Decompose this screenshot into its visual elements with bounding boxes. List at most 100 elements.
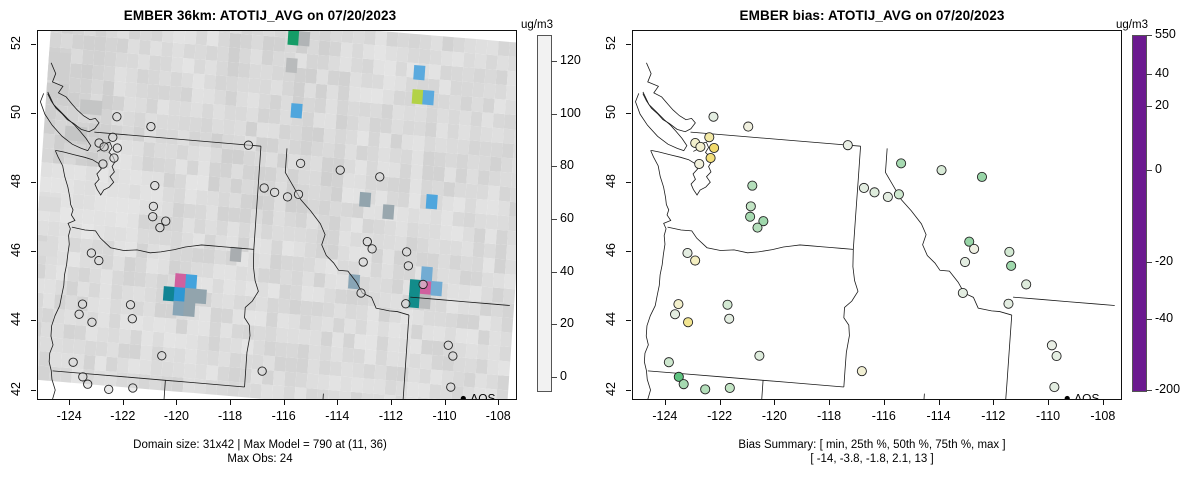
colorbar-gradient [1132, 35, 1147, 392]
grid-cell [473, 227, 486, 244]
grid-cell [472, 242, 485, 258]
grid-cell [385, 46, 398, 62]
grid-cell [365, 175, 378, 191]
aqs-station-marker [295, 158, 306, 169]
grid-cell [227, 61, 240, 78]
grid-cell [432, 166, 446, 182]
bias-station-marker [678, 379, 689, 390]
grid-cell [127, 198, 140, 215]
bias-station-marker [957, 287, 968, 298]
grid-cell [434, 137, 448, 153]
grid-cell [451, 66, 464, 82]
grid-cell [123, 96, 136, 113]
grid-cell [475, 39, 488, 55]
grid-cell [205, 205, 219, 221]
grid-cell [307, 199, 320, 215]
grid-cell [93, 370, 106, 386]
grid-cell [486, 199, 499, 216]
grid-cell [350, 57, 363, 74]
bias-station-marker [976, 171, 987, 182]
grid-cell [452, 51, 465, 68]
grid-cell [337, 245, 350, 261]
grid-cell-highlight [58, 52, 72, 68]
grid-cell [192, 233, 205, 249]
grid-cell [140, 345, 153, 361]
grid-cell [313, 272, 326, 288]
grid-cell [170, 231, 183, 247]
bias-map-plot: AQS [632, 30, 1122, 400]
x-axis-tick-label: -114 [926, 409, 951, 423]
grid-cell [275, 167, 288, 183]
bias-station-marker [724, 313, 735, 324]
y-axis-tick-label: 48 [604, 174, 618, 189]
grid-cell [259, 79, 272, 95]
grid-cell [496, 389, 509, 399]
grid-cell [318, 40, 331, 56]
grid-cell [88, 282, 101, 298]
grid-cell [322, 142, 335, 158]
grid-cell [185, 334, 198, 350]
grid-cell [469, 125, 482, 142]
grid-cell [209, 321, 222, 338]
grid-cell [38, 365, 50, 381]
grid-cell [453, 356, 466, 373]
grid-cell [292, 256, 305, 272]
grid-cell [87, 297, 100, 313]
grid-cell [481, 112, 494, 128]
grid-cell [396, 47, 409, 63]
grid-cell [229, 32, 242, 49]
map-boundary [885, 148, 1012, 316]
y-axis-tick [31, 389, 36, 391]
grid-cell [340, 42, 353, 58]
grid-cell [265, 152, 278, 168]
grid-cell [276, 153, 289, 169]
grid-cell [317, 374, 330, 390]
grid-cell [171, 216, 184, 233]
x-axis-tick [993, 400, 995, 405]
grid-cell [217, 366, 230, 382]
bias-station-marker [969, 243, 980, 254]
grid-cell [94, 36, 107, 52]
grid-cell [157, 99, 170, 115]
grid-cell [262, 35, 275, 52]
grid-cell [186, 319, 199, 336]
grid-cell [364, 349, 377, 365]
grid-cell [191, 87, 204, 104]
grid-cell [138, 373, 151, 390]
grid-cell [497, 40, 510, 57]
grid-cell [108, 313, 121, 329]
grid-cell [363, 203, 376, 220]
grid-cell [217, 206, 230, 222]
grid-cell [372, 233, 385, 250]
grid-cell [452, 211, 465, 227]
grid-cell [277, 298, 291, 314]
grid-cell [239, 208, 252, 224]
y-axis-tick [31, 43, 36, 45]
grid-cell [138, 199, 152, 215]
grid-cell-highlight [38, 240, 48, 257]
grid-cell [57, 236, 71, 252]
grid-cell [241, 31, 253, 35]
grid-cell [317, 214, 330, 231]
grid-cell [193, 378, 207, 395]
grid-cell [201, 103, 214, 119]
grid-cell [275, 341, 288, 358]
y-axis-tick-label: 52 [604, 35, 618, 50]
x-axis-tick-label: -110 [1036, 409, 1061, 423]
grid-cell [333, 303, 346, 319]
grid-cell [485, 388, 498, 399]
grid-cell-highlight [359, 191, 372, 208]
grid-cell-highlight [64, 125, 77, 142]
grid-cell [61, 338, 75, 354]
grid-cell [251, 194, 264, 211]
grid-cell [52, 308, 66, 325]
grid-cell [390, 293, 403, 309]
grid-cell [286, 168, 300, 184]
grid-cell [314, 257, 327, 274]
grid-cell [451, 225, 464, 242]
grid-cell [435, 123, 449, 139]
grid-cell [358, 101, 372, 118]
grid-cell [180, 86, 193, 103]
grid-cell [117, 31, 130, 39]
grid-cell [357, 116, 371, 132]
